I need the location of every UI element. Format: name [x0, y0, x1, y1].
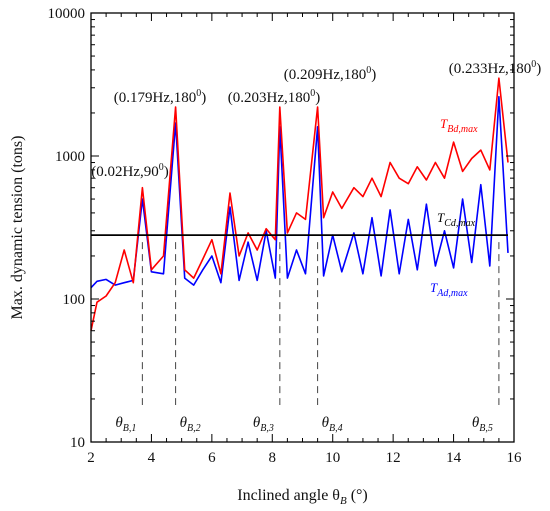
y-tick-label: 10 [70, 435, 85, 451]
peak-annotation: (0.179Hz,1800) [114, 88, 207, 106]
series-lines [90, 77, 509, 331]
resonance-guides [141, 242, 500, 405]
x-tick-label: 12 [386, 450, 401, 466]
peak-annotation: (0.233Hz,1800) [449, 59, 542, 77]
peak-annotation: (0.02Hz,900) [91, 162, 169, 180]
x-tick-label: 8 [269, 450, 277, 466]
y-tick-label: 10000 [48, 6, 86, 22]
peak-annotation: (0.209Hz,1800) [284, 65, 377, 83]
resonance-angle-label: θB,1 [115, 415, 136, 434]
series-line-bdmax [90, 77, 509, 331]
axis-ticks [90, 13, 515, 443]
y-tick-label: 1000 [55, 149, 85, 165]
y-axis-title: Max. dynamic tension (tons) [9, 136, 26, 320]
chart-text: θB,1 θB,2 θB,3 θB,4 θB,5 2 4 6 8 10 12 14 16 10 100 100… [9, 6, 541, 507]
x-tick-label: 16 [507, 450, 523, 466]
resonance-angle-label: θB,4 [322, 415, 343, 434]
series-line-admax [90, 95, 509, 289]
resonance-angle-label: θB,2 [180, 415, 201, 434]
series-label-admax: TAd,max [430, 280, 468, 299]
series-label-cdmax: TCd,max [437, 210, 476, 229]
x-tick-label: 10 [325, 450, 340, 466]
resonance-angle-label: θB,3 [253, 415, 274, 434]
resonance-angle-label: θB,5 [472, 415, 493, 434]
x-tick-label: 6 [208, 450, 216, 466]
x-tick-label: 4 [148, 450, 156, 466]
x-axis-title: Inclined angle θB (°) [237, 487, 368, 507]
y-tick-label: 100 [63, 292, 86, 308]
peak-annotation: (0.203Hz,1800) [228, 88, 321, 106]
x-tick-label: 14 [446, 450, 462, 466]
series-label-bdmax: TBd,max [440, 116, 478, 135]
x-tick-label: 2 [87, 450, 95, 466]
